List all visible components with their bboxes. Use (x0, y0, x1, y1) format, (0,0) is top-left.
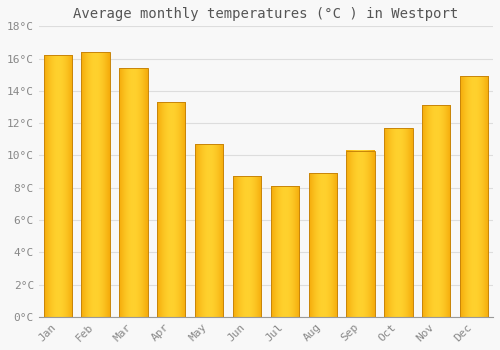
Bar (195, 144, 224, 317)
Title: Average monthly temperatures (°C ) in Westport: Average monthly temperatures (°C ) in We… (74, 7, 458, 21)
Bar (44, 55, 72, 317)
Bar (82, 52, 110, 317)
Bar (460, 76, 488, 317)
Bar (157, 102, 186, 317)
Bar (233, 176, 261, 317)
Bar (422, 105, 450, 317)
Bar (346, 150, 375, 317)
Bar (270, 186, 299, 317)
Bar (308, 173, 337, 317)
Bar (119, 68, 148, 317)
Bar (384, 128, 412, 317)
